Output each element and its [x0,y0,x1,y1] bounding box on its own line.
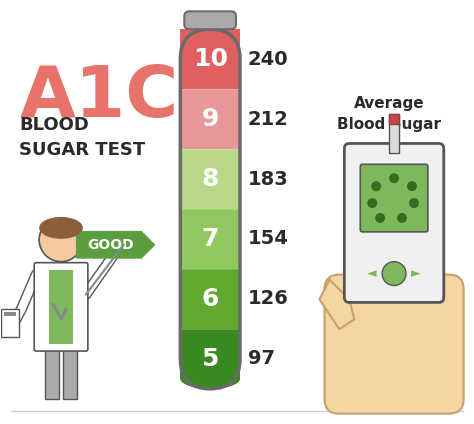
Bar [180,209,240,269]
Bar [49,270,73,344]
Text: 183: 183 [248,170,289,189]
Text: 6: 6 [201,287,219,311]
Text: BLOOD
SUGAR TEST: BLOOD SUGAR TEST [19,116,146,159]
Bar [180,149,240,209]
Text: 126: 126 [248,290,289,308]
Circle shape [397,213,407,223]
Circle shape [409,198,419,208]
Bar [180,329,240,379]
Text: 7: 7 [201,227,219,251]
Bar [4,312,16,316]
FancyBboxPatch shape [360,165,428,232]
Ellipse shape [39,217,83,239]
Text: ◄: ◄ [367,267,377,280]
Text: 5: 5 [201,347,219,371]
Text: 240: 240 [248,50,289,69]
Text: ►: ► [411,267,421,280]
FancyBboxPatch shape [325,275,464,414]
FancyBboxPatch shape [345,143,444,302]
Text: 10: 10 [192,47,228,71]
Text: 212: 212 [248,110,289,128]
FancyBboxPatch shape [184,11,236,29]
Polygon shape [76,231,155,259]
Text: 97: 97 [248,349,275,368]
Circle shape [407,181,417,191]
Circle shape [375,213,385,223]
Circle shape [39,218,83,262]
Bar [1,310,19,337]
Ellipse shape [180,369,240,389]
Circle shape [389,173,399,183]
Circle shape [382,262,406,285]
Bar [45,344,59,399]
Circle shape [367,198,377,208]
Text: A1C: A1C [19,63,179,132]
Bar [389,114,399,123]
Text: 8: 8 [201,167,219,191]
FancyBboxPatch shape [34,262,88,351]
Text: Average
Blood Sugar: Average Blood Sugar [337,96,441,132]
Circle shape [371,181,381,191]
Bar [180,89,240,149]
Bar [389,114,399,153]
Polygon shape [319,279,354,329]
Bar [63,344,77,399]
Text: GOOD: GOOD [87,238,134,252]
Text: 154: 154 [248,229,289,248]
Bar [180,269,240,329]
Text: 9: 9 [201,107,219,131]
Bar [180,29,240,89]
